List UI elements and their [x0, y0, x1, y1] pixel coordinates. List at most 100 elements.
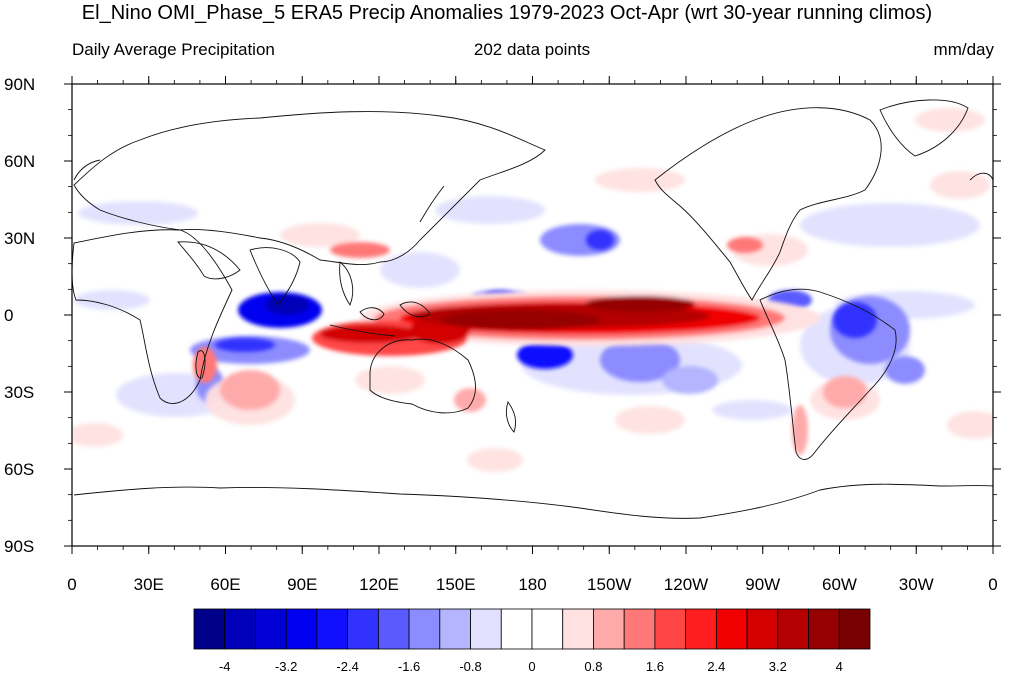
lat-label: 60N [4, 152, 35, 171]
neg-anomaly-weak [712, 400, 792, 420]
colorbar-label: -0.8 [459, 659, 481, 674]
lon-label: 60E [210, 575, 240, 594]
lat-label: 90N [4, 75, 35, 94]
colorbar-swatch [562, 608, 594, 650]
variable-label: Daily Average Precipitation [72, 40, 275, 59]
colorbar-label: 2.4 [707, 659, 725, 674]
coastline-madagascar [195, 350, 206, 379]
pos-anomaly [727, 237, 763, 253]
coastline-new-zealand [505, 401, 517, 433]
coastline-greenland [879, 99, 969, 157]
neg-anomaly-weak [435, 196, 545, 224]
colorbar-label: 3.2 [769, 659, 787, 674]
coastline-australia [369, 338, 476, 414]
coastline-southeast-asia [339, 261, 354, 306]
pos-anomaly-weak [915, 108, 985, 132]
lon-label: 0 [67, 575, 76, 594]
pos-anomaly-weak [72, 423, 123, 447]
lon-label: 30E [134, 575, 164, 594]
lon-label: 60W [822, 575, 857, 594]
coastline-antarctica [73, 483, 993, 519]
neg-anomaly-weak [800, 203, 980, 247]
colorbar-swatch [623, 608, 656, 650]
lat-label: 30S [4, 383, 34, 402]
colorbar-swatch [685, 608, 717, 650]
lon-label: 90E [287, 575, 317, 594]
colorbar-swatch [316, 608, 349, 650]
colorbar-swatch [777, 608, 809, 650]
lon-label: 150W [587, 575, 631, 594]
colorbar-label: -1.6 [398, 659, 420, 674]
lat-label: 30N [4, 229, 35, 248]
neg-anomaly [885, 356, 925, 384]
units-label: mm/day [933, 40, 994, 59]
colorbar-label: 4 [836, 659, 843, 674]
neg-anomaly [662, 366, 718, 394]
coastlines [72, 99, 993, 519]
pos-anomaly [454, 388, 486, 412]
neg-anomaly-weak [74, 290, 150, 310]
colorbar-swatch [439, 608, 471, 650]
coastline-south-america [759, 288, 897, 460]
neg-anomaly [600, 338, 680, 382]
coastline-arabia [177, 241, 241, 280]
colorbar-label: 0 [528, 659, 535, 674]
colorbar-label: 1.6 [646, 659, 664, 674]
lon-label: 150E [436, 575, 476, 594]
lon-label: 120W [664, 575, 708, 594]
neg-anomaly-strong [265, 295, 309, 315]
anomaly-field [72, 84, 993, 546]
pos-anomaly-strong [440, 310, 600, 330]
colorbar-swatch [255, 608, 287, 650]
colorbar-swatch [531, 608, 564, 650]
pos-anomaly-weak [467, 448, 523, 472]
coastline-indonesia [329, 301, 431, 337]
pos-anomaly-weak [947, 411, 993, 439]
colorbar-swatch [285, 608, 318, 650]
colorbar-swatch [654, 608, 687, 650]
pos-anomaly-weak [280, 223, 360, 247]
colorbar-swatch [808, 608, 840, 650]
pos-anomaly-strong [585, 296, 695, 312]
lon-label: 180 [518, 575, 546, 594]
colorbar-swatch [347, 608, 379, 650]
colorbar-label: -3.2 [275, 659, 297, 674]
lat-label: 0 [4, 306, 13, 325]
colorbar-swatch [500, 608, 533, 650]
pos-anomaly-weak [595, 168, 685, 192]
neg-anomaly-weak [78, 201, 198, 225]
lon-label: 120E [359, 575, 399, 594]
sample-count-label: 202 data points [473, 40, 591, 59]
colorbar-swatch [715, 608, 748, 650]
pos-anomaly-weak [355, 366, 425, 394]
neg-anomaly-strong [833, 302, 877, 338]
colorbar-swatch [838, 608, 871, 650]
pos-anomaly-strong [320, 325, 420, 343]
coastline-north-america [654, 107, 882, 301]
colorbar-swatch [408, 608, 441, 650]
coastline-eurasia [73, 111, 546, 265]
lat-label: 60S [4, 460, 34, 479]
colorbar-label: -2.4 [336, 659, 358, 674]
coastline-japan [419, 185, 445, 223]
colorbar-swatch [746, 608, 779, 650]
pos-anomaly [220, 370, 280, 410]
colorbar: -4 -3.2 -2.4 -1.6 -0.8 0 0.8 1.6 2.4 3.2 4 [193, 608, 871, 674]
neg-anomaly-weak [380, 252, 460, 288]
pos-anomaly [330, 242, 390, 258]
neg-anomaly-strong [215, 338, 275, 352]
colorbar-swatch [193, 608, 226, 650]
coastline-europe [73, 159, 993, 181]
neg-anomaly-strong [517, 341, 573, 369]
lat-label: 90S [4, 537, 34, 556]
colorbar-swatch [470, 608, 502, 650]
coastline-india [249, 247, 301, 306]
lon-label: 90W [745, 575, 780, 594]
map-title: El_Nino OMI_Phase_5 ERA5 Precip Anomalie… [81, 2, 933, 24]
lon-label: 0 [988, 575, 997, 594]
colorbar-label: -4 [219, 659, 231, 674]
pos-anomaly [792, 405, 808, 455]
lon-label: 30W [899, 575, 934, 594]
map-axes: 90N 60N 30N 0 30S 60S 90S 0 30E 60E 90E 120E 150E 180… [4, 75, 1001, 594]
